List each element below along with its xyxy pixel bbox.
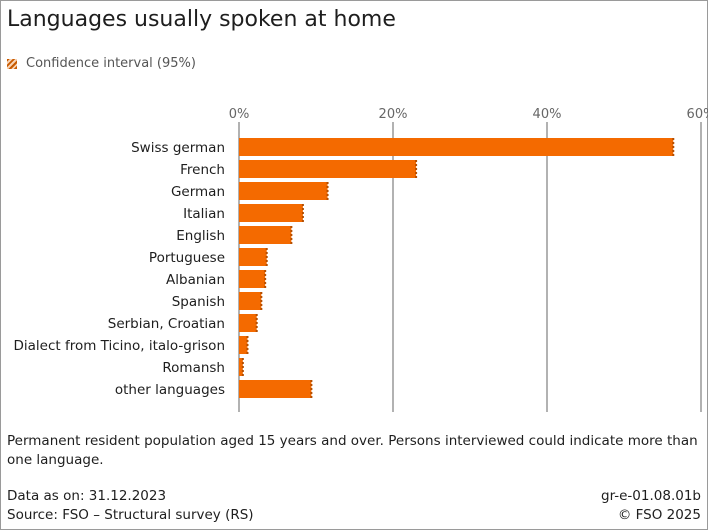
category-labels: Swiss german French German Italian English Po… <box>13 140 225 398</box>
category-label: English <box>176 228 225 244</box>
x-tick-label: 20% <box>379 107 408 122</box>
legend-label: Confidence interval (95%) <box>26 56 196 71</box>
category-label: Italian <box>183 206 225 222</box>
category-label: French <box>180 162 225 178</box>
x-tick-label: 60% <box>687 107 708 122</box>
bar[interactable] <box>239 336 248 354</box>
graphic-id: gr-e-01.08.01b <box>601 488 701 504</box>
legend[interactable]: Confidence interval (95%) <box>7 56 196 71</box>
bar[interactable] <box>239 358 243 376</box>
category-label: Serbian, Croatian <box>108 316 225 332</box>
category-label: Spanish <box>172 294 225 310</box>
bar[interactable] <box>239 160 417 178</box>
data-date: Data as on: 31.12.2023 <box>7 488 167 504</box>
bar[interactable] <box>239 226 292 244</box>
confidence-interval-icon <box>7 58 17 69</box>
bars <box>239 138 675 398</box>
bar[interactable] <box>239 314 257 332</box>
data-source: Source: FSO – Structural survey (RS) <box>7 507 254 523</box>
bar[interactable] <box>239 292 262 310</box>
bar[interactable] <box>239 270 266 288</box>
category-label: German <box>171 184 225 200</box>
copyright: © FSO 2025 <box>617 507 701 523</box>
category-label: Romansh <box>162 360 225 376</box>
chart-note: Permanent resident population aged 15 ye… <box>7 433 698 468</box>
bar[interactable] <box>239 248 267 266</box>
category-label: Swiss german <box>131 140 225 156</box>
bar[interactable] <box>239 138 674 156</box>
bar[interactable] <box>239 182 328 200</box>
category-label: Portuguese <box>149 250 225 266</box>
footer-right: gr-e-01.08.01b © FSO 2025 <box>601 487 701 525</box>
category-label: Dialect from Ticino, italo-grison <box>13 338 225 354</box>
chart-title: Languages usually spoken at home <box>7 7 396 32</box>
x-tick-label: 0% <box>229 107 250 122</box>
x-axis-ticks: 0% 20% 40% 60% <box>229 107 708 122</box>
x-tick-label: 40% <box>533 107 562 122</box>
bar[interactable] <box>239 204 303 222</box>
footer-left: Data as on: 31.12.2023 Source: FSO – Str… <box>7 487 254 525</box>
bar-chart: 0% 20% 40% 60% Swiss german French German Ital… <box>13 107 708 412</box>
category-label: other languages <box>115 382 225 398</box>
category-label: Albanian <box>166 272 225 288</box>
bar[interactable] <box>239 380 312 398</box>
